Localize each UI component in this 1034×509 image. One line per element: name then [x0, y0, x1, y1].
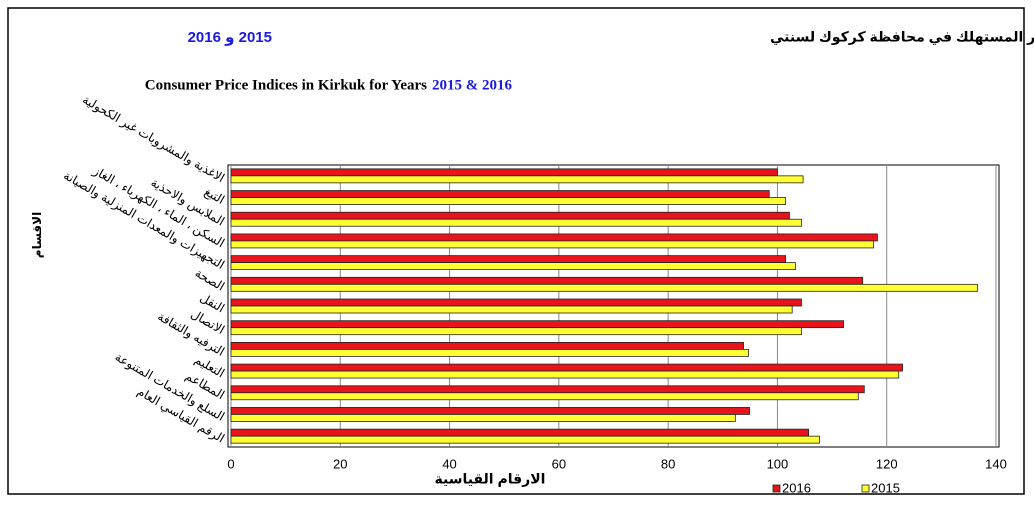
bar	[230, 392, 859, 401]
title-ar: الارقام القياسية لاسعار المستهلك في محاف…	[770, 29, 1034, 46]
bar	[230, 190, 770, 198]
x-tick-label: 60	[552, 456, 566, 471]
bar	[230, 255, 787, 264]
bar	[230, 233, 878, 242]
bar	[230, 435, 820, 444]
legend-label: 2015	[871, 480, 900, 495]
bar	[230, 370, 900, 379]
bar	[230, 168, 778, 177]
bar	[230, 262, 796, 271]
bar	[230, 211, 790, 220]
bar	[230, 363, 903, 372]
bar	[230, 283, 978, 292]
title-ar-years: 2015 و 2016	[188, 29, 272, 46]
x-axis-label: الارقام القياسية	[435, 471, 546, 487]
bar	[230, 327, 802, 336]
x-tick-label: 40	[442, 456, 456, 471]
bar	[230, 197, 787, 205]
x-tick-label: 0	[227, 456, 234, 471]
legend-swatch	[772, 484, 781, 493]
legend-label: 2016	[782, 480, 811, 495]
bar	[230, 276, 864, 285]
bar	[230, 240, 874, 249]
x-tick-label: 120	[876, 456, 898, 471]
title-en-years: 2015 & 2016	[432, 77, 512, 93]
bar	[230, 414, 736, 422]
x-tick-label: 20	[333, 456, 347, 471]
x-tick-label: 140	[985, 456, 1007, 471]
legend-swatch	[861, 484, 870, 493]
bar	[230, 320, 844, 329]
bar	[230, 385, 865, 394]
x-tick-label: 80	[661, 456, 675, 471]
y-axis-label: الاقسام	[30, 212, 45, 258]
bar	[230, 218, 802, 227]
bar	[230, 298, 802, 307]
bar	[230, 428, 809, 437]
title-en: Consumer Price Indices in Kirkuk for Yea…	[145, 77, 427, 93]
bar	[230, 407, 750, 415]
bar	[230, 348, 749, 357]
x-tick-label: 100	[767, 456, 789, 471]
bar	[230, 175, 804, 184]
bar	[230, 305, 793, 314]
bar	[230, 341, 744, 350]
